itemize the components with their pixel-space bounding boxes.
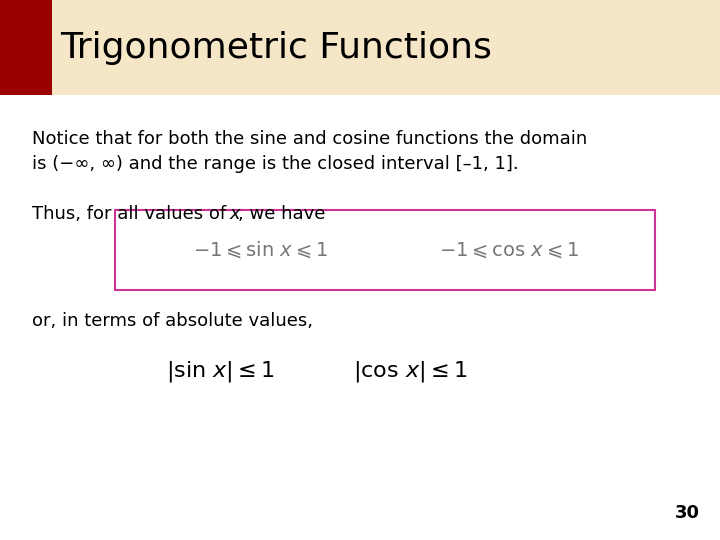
Text: $|\sin\,x| \leq 1$: $|\sin\,x| \leq 1$ bbox=[166, 360, 274, 384]
Text: $-1 \leqslant \cos\,x \leqslant 1$: $-1 \leqslant \cos\,x \leqslant 1$ bbox=[439, 240, 579, 260]
Text: is (−∞, ∞) and the range is the closed interval [–1, 1].: is (−∞, ∞) and the range is the closed i… bbox=[32, 155, 518, 173]
Text: Notice that for both the sine and cosine functions the domain: Notice that for both the sine and cosine… bbox=[32, 130, 588, 148]
Text: 30: 30 bbox=[675, 504, 700, 522]
Text: or, in terms of absolute values,: or, in terms of absolute values, bbox=[32, 312, 313, 330]
Text: $-1 \leqslant \sin\,x \leqslant 1$: $-1 \leqslant \sin\,x \leqslant 1$ bbox=[193, 240, 328, 260]
Text: Thus, for all values of: Thus, for all values of bbox=[32, 205, 232, 223]
Bar bbox=[115, 210, 655, 290]
Text: Trigonometric Functions: Trigonometric Functions bbox=[60, 31, 492, 65]
Bar bbox=[0, 0, 720, 95]
Text: x: x bbox=[229, 205, 240, 223]
Text: , we have: , we have bbox=[238, 205, 325, 223]
Bar bbox=[0, 0, 52, 95]
Text: $|\cos\,x| \leq 1$: $|\cos\,x| \leq 1$ bbox=[353, 360, 467, 384]
